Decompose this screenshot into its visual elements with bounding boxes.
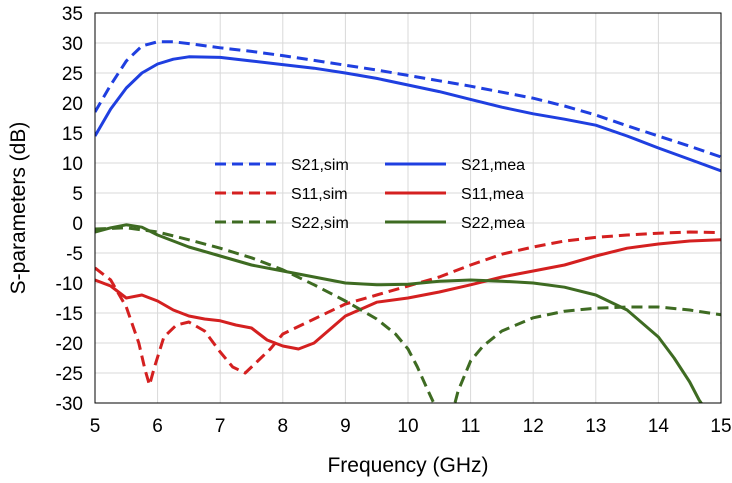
x-tick-label: 15 (710, 416, 731, 437)
legend-label-s21-sim: S21,sim (291, 157, 349, 174)
x-tick-label: 5 (90, 416, 101, 437)
legend-label-s11-mea: S11,mea (461, 186, 524, 203)
y-tick-label: 15 (62, 124, 83, 145)
x-tick-label: 8 (278, 416, 289, 437)
y-tick-label: -15 (56, 304, 83, 325)
series-line-s11-sim (95, 230, 721, 387)
x-tick-label: 11 (461, 416, 481, 437)
y-axis-title: S-parameters (dB) (7, 122, 30, 295)
legend-label-s22-mea: S22,mea (461, 215, 525, 232)
x-tick-label: 13 (585, 416, 606, 437)
x-tick-label: 6 (152, 416, 163, 437)
x-tick-label: 12 (523, 416, 544, 437)
series-layer (95, 40, 721, 403)
y-tick-label: -25 (56, 364, 83, 385)
y-tick-label: 0 (72, 214, 83, 235)
y-tick-label: 35 (62, 4, 83, 25)
x-tick-label: 10 (397, 416, 418, 437)
y-tick-labels: 35 30 25 20 15 10 5 0 -5 -10 -15 -20 -25 -30 (56, 4, 83, 415)
y-tick-label: -30 (56, 394, 83, 415)
series-line-s11-mea (95, 238, 721, 351)
y-tick-label: -20 (56, 334, 83, 355)
y-tick-label: 25 (62, 64, 83, 85)
series-line-s21-sim (95, 40, 721, 159)
legend-label-s21-mea: S21,mea (461, 157, 525, 174)
x-tick-labels: 5 6 7 8 9 10 11 12 13 14 15 (90, 416, 732, 437)
x-axis-title: Frequency (GHz) (327, 454, 488, 477)
y-tick-label: 30 (62, 34, 83, 55)
y-tick-label: -10 (56, 274, 83, 295)
y-tick-label: 10 (62, 154, 83, 175)
legend-label-s11-sim: S11,sim (291, 186, 348, 203)
x-tick-label: 7 (215, 416, 226, 437)
y-tick-label: 20 (62, 94, 83, 115)
legend: S21,sim S21,mea S11,sim S11,mea S22,sim … (215, 157, 525, 232)
x-tick-label: 14 (648, 416, 670, 437)
y-tick-label: 5 (72, 184, 83, 205)
x-tick-label: 9 (340, 416, 351, 437)
series-line-s22-sim (95, 226, 721, 403)
plot-frame (94, 12, 722, 404)
series-line-s21-mea (95, 55, 721, 173)
series-line-s22-mea (95, 223, 704, 403)
y-tick-label: -5 (66, 244, 83, 265)
legend-label-s22-sim: S22,sim (291, 215, 349, 232)
gridlines (94, 12, 722, 404)
